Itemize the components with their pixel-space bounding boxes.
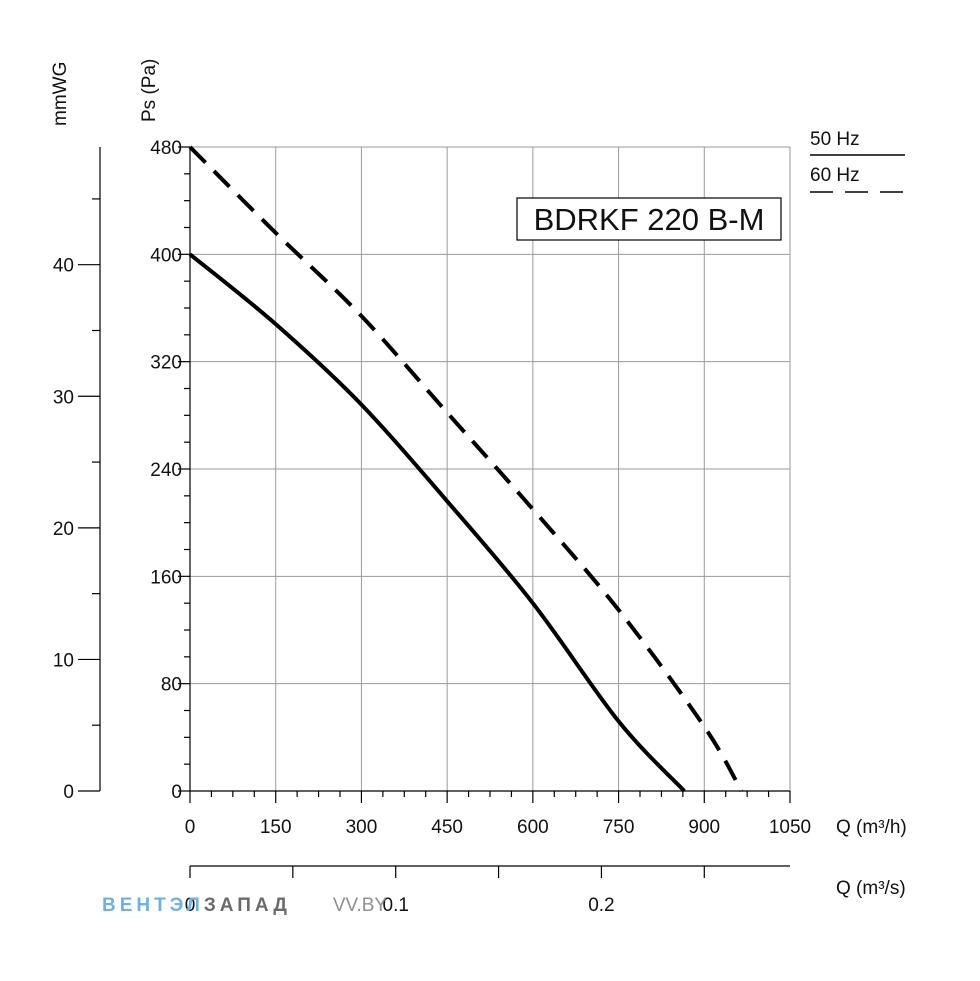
x-tick-label-m3h-3: 450 bbox=[431, 817, 463, 838]
x-tick-label-m3h-6: 900 bbox=[688, 817, 720, 838]
y-tick-label-pa-0: 0 bbox=[171, 782, 182, 803]
x-tick-label-m3h-1: 150 bbox=[260, 817, 292, 838]
x-axis-label-m3s: Q (m³/s) bbox=[836, 878, 906, 899]
watermark-part-2: ЭЛ bbox=[170, 895, 204, 916]
watermark-part-4: VV.BY bbox=[333, 895, 388, 916]
legend: 50 Hz 60 Hz bbox=[810, 129, 905, 193]
y-tick-label-pa-5: 400 bbox=[150, 245, 182, 266]
x-axis-label-m3h: Q (m³/h) bbox=[836, 817, 907, 838]
y-tick-label-pa-2: 160 bbox=[150, 567, 182, 588]
x-tick-label-m3h-5: 750 bbox=[603, 817, 635, 838]
y-tick-label-mmwg-3: 30 bbox=[53, 387, 74, 408]
y-tick-label-mmwg-1: 10 bbox=[53, 650, 74, 671]
y-tick-label-mmwg-4: 40 bbox=[53, 256, 74, 277]
legend-label-60hz: 60 Hz bbox=[810, 165, 860, 186]
series bbox=[188, 145, 744, 793]
watermark-part-3: ЗАПАД bbox=[204, 895, 291, 916]
chart-title-box: BDRKF 220 B-M bbox=[516, 197, 782, 241]
x-tick-label-m3s-1: 0.1 bbox=[383, 895, 409, 916]
x-tick-label-m3s-0: 0 bbox=[185, 895, 196, 916]
x-tick-label-m3h-4: 600 bbox=[517, 817, 549, 838]
ticks bbox=[78, 146, 791, 878]
legend-label-50hz: 50 Hz bbox=[810, 129, 860, 150]
y-tick-label-mmwg-0: 0 bbox=[63, 782, 74, 803]
grid bbox=[189, 146, 791, 792]
y-tick-label-pa-6: 480 bbox=[150, 138, 182, 159]
y-tick-label-pa-1: 80 bbox=[161, 675, 182, 696]
x-tick-label-m3h-0: 0 bbox=[185, 817, 196, 838]
y-axis-label-mmwg: mmWG bbox=[50, 62, 71, 126]
x-tick-label-m3h-7: 1050 bbox=[769, 817, 811, 838]
chart-title: BDRKF 220 B-M bbox=[534, 202, 765, 237]
y-tick-label-pa-3: 240 bbox=[150, 460, 182, 481]
x-tick-label-m3h-2: 300 bbox=[346, 817, 378, 838]
y-axis-label-pa: Ps (Pa) bbox=[139, 59, 160, 122]
watermark-part-1: ВЕНТ bbox=[102, 895, 170, 916]
series-line-50hz bbox=[188, 252, 686, 793]
y-tick-label-mmwg-2: 20 bbox=[53, 519, 74, 540]
y-tick-label-pa-4: 320 bbox=[150, 353, 182, 374]
watermark: ВЕНТЭЛЗАПАД VV.BY bbox=[102, 895, 387, 916]
x-tick-label-m3s-2: 0.2 bbox=[588, 895, 614, 916]
series-line-60hz bbox=[188, 145, 744, 792]
